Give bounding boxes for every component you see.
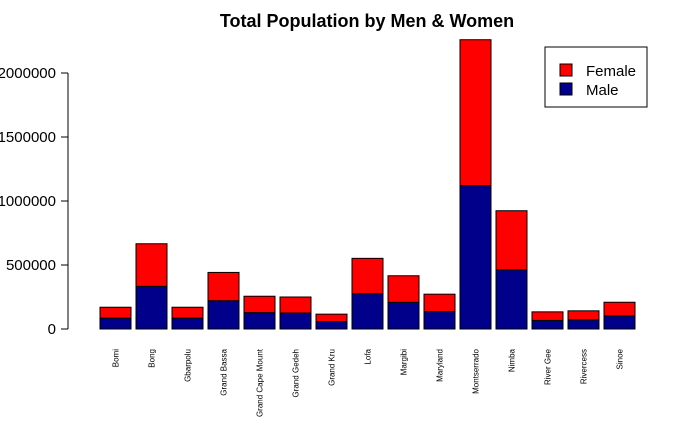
x-axis-labels: Bomi Bong Gbarpolu Grand Bassa Grand Cape Mo… (112, 348, 625, 417)
bar-female-sinoe (603, 301, 636, 317)
bar-male-lofa (351, 293, 384, 330)
x-tick-label: Nimba (508, 348, 517, 372)
x-tick-label: Lofa (364, 348, 373, 364)
bar-female-margibi (387, 275, 420, 303)
x-tick-label: Montserrado (472, 348, 481, 393)
bar-female-maryland (423, 293, 456, 313)
bar-female-rivercess (567, 310, 600, 321)
bar-female-grand-bassa (207, 271, 240, 302)
y-axis: 0 500000 1000000 1500000 2000000 (0, 65, 69, 338)
bar-male-river-gee (531, 319, 564, 330)
x-tick-label: Grand Kru (328, 349, 337, 386)
bar-female-river-gee (531, 311, 564, 321)
x-tick-label: Maryland (436, 349, 445, 382)
bar-female-nimba (495, 210, 528, 271)
x-tick-label: River Gee (544, 348, 553, 385)
legend-label-female: Female (586, 63, 636, 80)
legend: Female Male (544, 46, 648, 108)
bar-male-bong (135, 285, 168, 330)
y-tick-label: 1500000 (0, 129, 56, 146)
bar-male-montserrado (459, 185, 492, 330)
y-tick-label: 1000000 (0, 193, 56, 210)
x-tick-label: Gbarpolu (184, 349, 193, 382)
bar-male-bomi (99, 317, 132, 330)
bar-male-gbarpolu (171, 317, 204, 330)
bars (99, 39, 636, 330)
bar-male-maryland (423, 311, 456, 330)
x-tick-label: Bong (148, 349, 157, 368)
bar-female-gbarpolu (171, 306, 204, 319)
chart-title: Total Population by Men & Women (220, 11, 514, 31)
bar-female-montserrado (459, 39, 492, 187)
x-tick-label: Grand Cape Mount (256, 348, 265, 417)
x-tick-label: Grand Gedeh (292, 349, 301, 397)
bar-male-grand-gedeh (279, 312, 312, 330)
y-tick-label: 500000 (6, 257, 56, 274)
x-tick-label: Rivercess (580, 349, 589, 384)
bar-male-grand-bassa (207, 300, 240, 330)
x-tick-label: Grand Bassa (220, 348, 229, 395)
bar-male-nimba (495, 269, 528, 330)
bar-female-bomi (99, 306, 132, 319)
y-tick-label: 0 (48, 321, 56, 338)
y-tick-label: 2000000 (0, 65, 56, 82)
bar-female-lofa (351, 257, 384, 295)
x-tick-label: Margibi (400, 349, 409, 375)
legend-label-male: Male (586, 82, 619, 99)
bar-female-grand-cape-mount (243, 295, 276, 314)
legend-swatch-female (559, 63, 573, 77)
legend-box (544, 46, 648, 108)
bar-male-sinoe (603, 315, 636, 330)
bar-female-grand-gedeh (279, 296, 312, 314)
bar-male-grand-cape-mount (243, 312, 276, 330)
bar-male-grand-kru (315, 321, 348, 330)
x-tick-label: Sinoe (616, 348, 625, 369)
bar-female-grand-kru (315, 313, 348, 323)
bar-female-bong (135, 243, 168, 287)
bar-male-margibi (387, 301, 420, 330)
x-tick-label: Bomi (112, 349, 121, 367)
legend-swatch-male (559, 82, 573, 96)
bar-male-rivercess (567, 319, 600, 330)
